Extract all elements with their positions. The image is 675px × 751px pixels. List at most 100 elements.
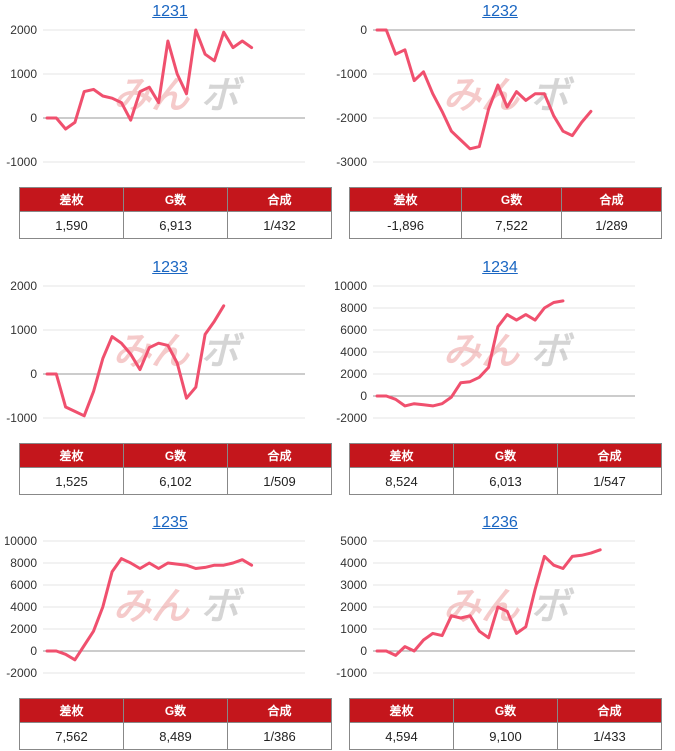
y-tick-label: -1000 (336, 67, 367, 81)
chart-title-link[interactable]: 1234 (482, 259, 518, 276)
header-games: G数 (453, 443, 558, 468)
series-line (45, 28, 254, 131)
chart-panel-1233: 1233 2000 1000 0 -1000 みんボ 差枚 G数 合成 1,525 6,102… (5, 256, 335, 496)
header-diff: 差枚 (349, 443, 454, 468)
watermark-logo: みんボ (443, 331, 575, 373)
y-tick-label: 0 (30, 111, 37, 125)
series-line (375, 28, 593, 151)
y-tick-label: 2000 (340, 600, 367, 614)
header-games: G数 (123, 698, 228, 723)
y-tick-label: 2000 (340, 367, 367, 381)
y-tick-label: 10000 (335, 279, 367, 293)
stats-table: 差枚 G数 合成 8,524 6,013 1/547 (349, 443, 662, 495)
chart-title-link[interactable]: 1233 (152, 259, 188, 276)
value-combined: 1/386 (227, 722, 332, 750)
y-tick-label: -2000 (336, 111, 367, 125)
watermark-text-right: ボ (201, 75, 245, 117)
y-tick-label: 2000 (10, 279, 37, 293)
y-tick-label: 5000 (340, 534, 367, 548)
chart-panel-1235: 1235 10000 8000 6000 4000 2000 0 -2000 みんボ 差枚 G数… (5, 511, 335, 751)
header-games: G数 (123, 187, 228, 212)
value-diff: 4,594 (349, 722, 454, 750)
y-tick-label: 1000 (340, 622, 367, 636)
header-combined: 合成 (557, 443, 662, 468)
y-tick-label: -2000 (336, 411, 367, 425)
series-line (45, 304, 226, 418)
y-tick-label: 10000 (5, 534, 37, 548)
watermark-text-right: ボ (531, 331, 575, 373)
header-combined: 合成 (227, 187, 332, 212)
stats-table: 差枚 G数 合成 -1,896 7,522 1/289 (348, 187, 662, 239)
y-tick-label: 4000 (10, 600, 37, 614)
value-games: 6,913 (123, 211, 228, 239)
value-games: 6,102 (123, 467, 228, 495)
line-chart: 5000 4000 3000 2000 1000 0 -1000 みんボ (336, 534, 635, 680)
chart-panel-1234: 1234 10000 8000 6000 4000 2000 0 -2000 みんボ 差枚 G数… (335, 256, 665, 496)
y-tick-label: 3000 (340, 578, 367, 592)
stats-table: 差枚 G数 合成 4,594 9,100 1/433 (349, 698, 662, 750)
y-tick-label: -1000 (336, 666, 367, 680)
value-combined: 1/547 (557, 467, 662, 495)
y-tick-label: -3000 (336, 155, 367, 169)
value-games: 7,522 (461, 211, 563, 239)
y-tick-label: -2000 (6, 666, 37, 680)
value-combined: 1/289 (561, 211, 662, 239)
y-tick-label: -1000 (6, 155, 37, 169)
header-diff: 差枚 (348, 187, 463, 212)
value-diff: -1,896 (348, 211, 463, 239)
chart-title-link[interactable]: 1232 (482, 3, 518, 20)
y-tick-label: 0 (360, 23, 367, 37)
chart-title-link[interactable]: 1231 (152, 3, 188, 20)
y-tick-label: 0 (360, 644, 367, 658)
y-tick-label: -1000 (6, 411, 37, 425)
chart-title-link[interactable]: 1235 (152, 514, 188, 531)
y-tick-label: 8000 (10, 556, 37, 570)
watermark-text-right: ボ (531, 586, 575, 628)
chart-title-link[interactable]: 1236 (482, 514, 518, 531)
y-tick-label: 4000 (340, 345, 367, 359)
y-tick-label: 6000 (10, 578, 37, 592)
line-chart: 0 -1000 -2000 -3000 みんボ (336, 23, 635, 169)
chart-panel-1232: 1232 0 -1000 -2000 -3000 みんボ 差枚 G数 合成 -1,896 7,… (335, 0, 665, 240)
stats-table: 差枚 G数 合成 1,525 6,102 1/509 (19, 443, 332, 495)
y-tick-label: 1000 (10, 67, 37, 81)
y-tick-label: 6000 (340, 323, 367, 337)
value-games: 8,489 (123, 722, 228, 750)
value-combined: 1/509 (227, 467, 332, 495)
header-diff: 差枚 (19, 187, 124, 212)
series-line (375, 299, 565, 408)
series-line (45, 557, 254, 662)
watermark-text-left: みん (443, 75, 520, 117)
value-combined: 1/432 (227, 211, 332, 239)
stats-table: 差枚 G数 合成 7,562 8,489 1/386 (19, 698, 332, 750)
header-combined: 合成 (561, 187, 662, 212)
value-diff: 7,562 (19, 722, 124, 750)
watermark-text-left: みん (443, 586, 520, 628)
watermark-logo: みんボ (443, 75, 575, 117)
watermark-logo: みんボ (443, 586, 575, 628)
chart-panel-1236: 1236 5000 4000 3000 2000 1000 0 -1000 みんボ 差枚 G数合… (335, 511, 665, 751)
line-chart: 200010000-1000みんボ (6, 23, 305, 169)
watermark-text-right: ボ (201, 586, 245, 628)
chart-panel-1231: 1231 2000 1000 0 -1000 みんボ 差枚 G数 合成 1,590 6,913… (5, 0, 335, 240)
value-diff: 1,590 (19, 211, 124, 239)
y-tick-label: 1000 (10, 323, 37, 337)
header-games: G数 (123, 443, 228, 468)
watermark-logo: みんボ (113, 586, 245, 628)
header-games: G数 (461, 187, 563, 212)
stats-table: 差枚 G数 合成 1,590 6,913 1/432 (19, 187, 332, 239)
y-tick-label: 0 (30, 644, 37, 658)
y-tick-label: 0 (30, 367, 37, 381)
header-combined: 合成 (227, 698, 332, 723)
value-games: 9,100 (453, 722, 558, 750)
header-combined: 合成 (557, 698, 662, 723)
line-chart: 10000 8000 6000 4000 2000 0 -2000 みんボ (335, 279, 635, 425)
header-combined: 合成 (227, 443, 332, 468)
series-line (375, 548, 602, 657)
value-diff: 8,524 (349, 467, 454, 495)
header-diff: 差枚 (19, 698, 124, 723)
y-tick-label: 8000 (340, 301, 367, 315)
header-games: G数 (453, 698, 558, 723)
y-tick-label: 2000 (10, 622, 37, 636)
watermark-text-left: みん (113, 586, 190, 628)
